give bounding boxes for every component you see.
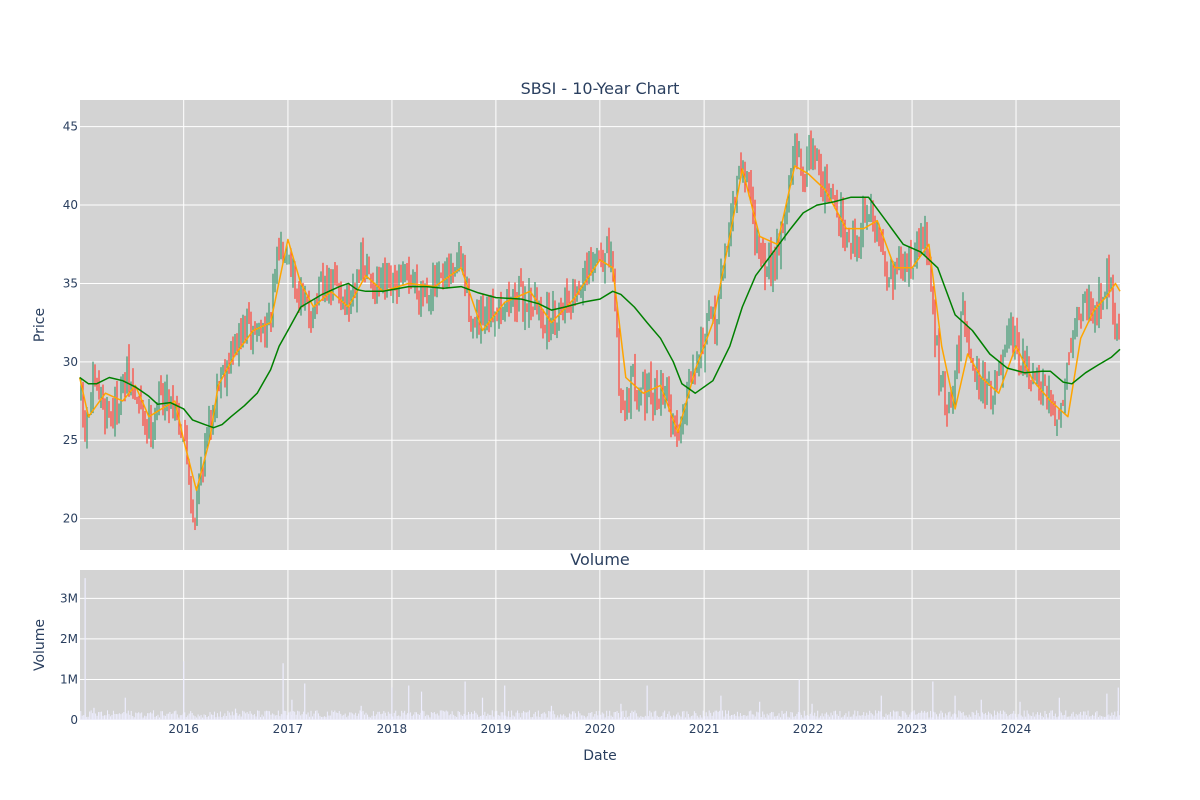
- price-chart-title: SBSI - 10-Year Chart: [521, 79, 680, 98]
- x-tick-label: 2022: [793, 722, 824, 736]
- volume-gridlines: [80, 570, 1120, 721]
- price-y-tick-label: 20: [63, 512, 78, 526]
- price-moving-averages: [78, 165, 1121, 492]
- price-y-tick-label: 45: [63, 120, 78, 134]
- x-tick-label: 2016: [168, 722, 199, 736]
- date-x-axis-label: Date: [583, 748, 616, 764]
- short-moving-average-line: [78, 165, 1121, 492]
- x-tick-label: 2019: [481, 722, 512, 736]
- volume-y-tick-label: 0: [70, 713, 78, 727]
- price-y-tick-label: 35: [63, 276, 78, 290]
- volume-chart-title: Volume: [570, 550, 630, 569]
- volume-y-tick-label: 3M: [60, 591, 78, 605]
- volume-bars: [80, 578, 1120, 720]
- x-tick-label: 2024: [1001, 722, 1032, 736]
- price-y-ticks: 20 25 30 35 40 45: [63, 120, 78, 526]
- volume-y-axis-label: Volume: [32, 619, 48, 671]
- x-tick-label: 2020: [585, 722, 616, 736]
- volume-y-tick-label: 2M: [60, 632, 78, 646]
- date-x-ticks: 2016 2017 2018 2019 2020 2021 2022 2023 2024: [168, 722, 1031, 736]
- price-y-tick-label: 30: [63, 355, 78, 369]
- price-y-tick-label: 40: [63, 198, 78, 212]
- volume-y-tick-label: 1M: [60, 672, 78, 686]
- x-tick-label: 2017: [273, 722, 304, 736]
- price-y-axis-label: Price: [32, 308, 48, 342]
- x-tick-label: 2018: [377, 722, 408, 736]
- x-tick-label: 2021: [689, 722, 720, 736]
- price-y-tick-label: 25: [63, 433, 78, 447]
- x-tick-label: 2023: [897, 722, 928, 736]
- volume-y-ticks: 0 1M 2M 3M: [60, 591, 78, 727]
- long-moving-average-line: [79, 196, 1121, 429]
- price-gridlines: [80, 100, 1120, 550]
